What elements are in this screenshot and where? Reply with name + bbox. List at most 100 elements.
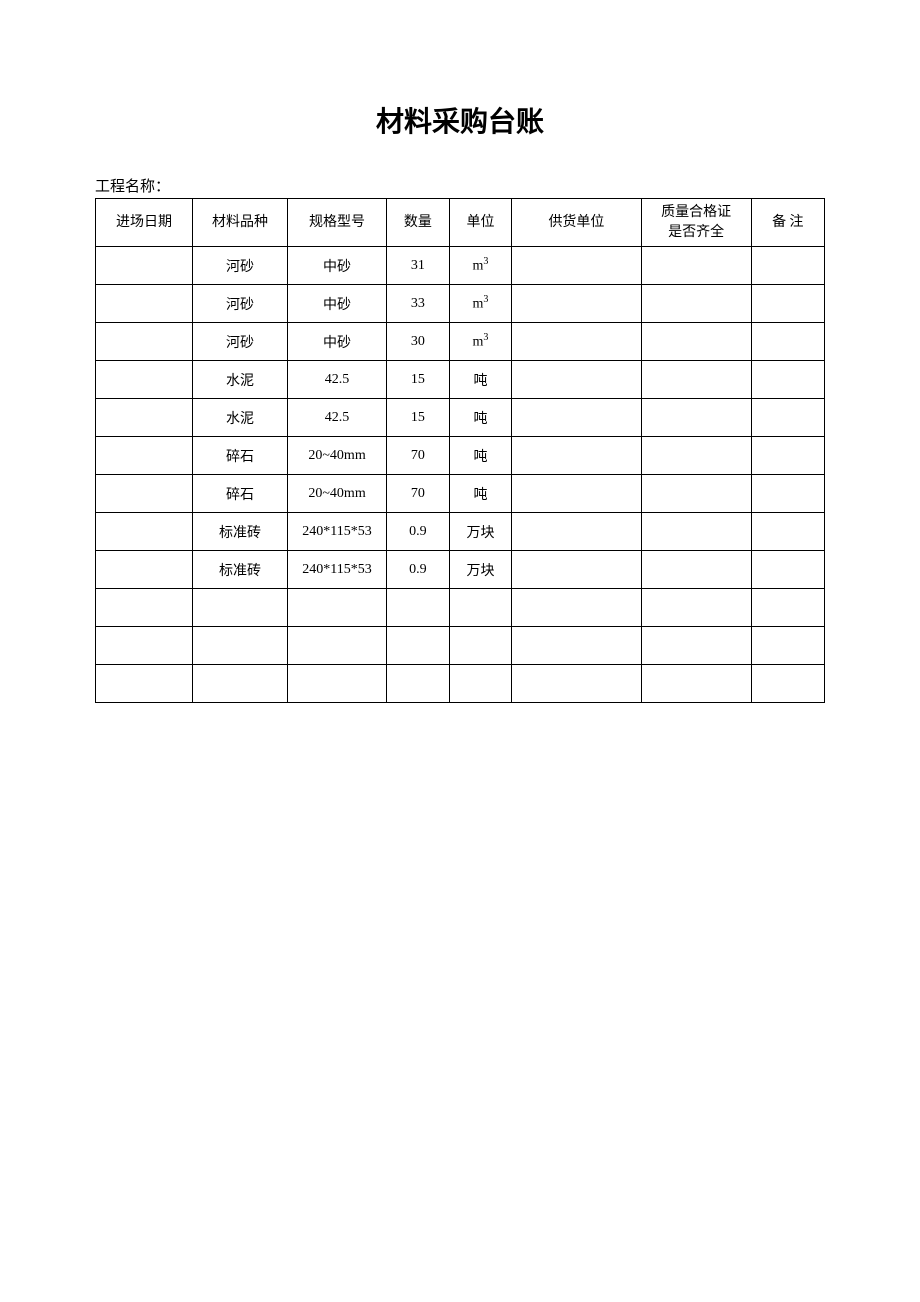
cell-supplier — [512, 399, 641, 437]
cell-cert — [641, 551, 751, 589]
cell-cert — [641, 285, 751, 323]
cell-date — [96, 323, 193, 361]
cell-spec: 20~40mm — [287, 475, 386, 513]
cell-qty: 15 — [387, 399, 450, 437]
table-row: 河砂中砂33m3 — [96, 285, 825, 323]
cell-date — [96, 361, 193, 399]
project-name-label: 工程名称： — [95, 175, 825, 196]
table-row: 碎石20~40mm70吨 — [96, 437, 825, 475]
table-row: 河砂中砂31m3 — [96, 247, 825, 285]
cell-qty: 70 — [387, 437, 450, 475]
cell-unit — [449, 627, 512, 665]
cell-qty — [387, 627, 450, 665]
cell-material: 标准砖 — [193, 551, 288, 589]
cell-cert — [641, 513, 751, 551]
col-header-qty: 数量 — [387, 199, 450, 247]
cell-cert — [641, 399, 751, 437]
cell-note — [751, 475, 824, 513]
cell-note — [751, 551, 824, 589]
cell-qty: 30 — [387, 323, 450, 361]
cell-material: 水泥 — [193, 399, 288, 437]
ledger-table: 进场日期 材料品种 规格型号 数量 单位 供货单位 质量合格证是否齐全 备 注 … — [95, 198, 825, 703]
cell-unit: 吨 — [449, 437, 512, 475]
cell-unit — [449, 589, 512, 627]
cell-spec: 中砂 — [287, 285, 386, 323]
cell-supplier — [512, 323, 641, 361]
col-header-spec: 规格型号 — [287, 199, 386, 247]
cell-qty: 33 — [387, 285, 450, 323]
cell-note — [751, 589, 824, 627]
cell-spec: 中砂 — [287, 323, 386, 361]
cell-supplier — [512, 665, 641, 703]
cell-supplier — [512, 627, 641, 665]
cell-unit: m3 — [449, 247, 512, 285]
cell-material: 标准砖 — [193, 513, 288, 551]
col-header-note: 备 注 — [751, 199, 824, 247]
cell-material: 河砂 — [193, 323, 288, 361]
cell-supplier — [512, 437, 641, 475]
cell-note — [751, 665, 824, 703]
col-header-date: 进场日期 — [96, 199, 193, 247]
table-row: 碎石20~40mm70吨 — [96, 475, 825, 513]
cell-material: 河砂 — [193, 285, 288, 323]
cell-date — [96, 285, 193, 323]
cell-spec: 240*115*53 — [287, 551, 386, 589]
cell-cert — [641, 475, 751, 513]
table-row: 标准砖240*115*530.9万块 — [96, 513, 825, 551]
cell-material: 水泥 — [193, 361, 288, 399]
cell-date — [96, 475, 193, 513]
cell-unit: m3 — [449, 285, 512, 323]
cell-cert — [641, 323, 751, 361]
table-row — [96, 627, 825, 665]
table-body: 河砂中砂31m3河砂中砂33m3河砂中砂30m3水泥42.515吨水泥42.51… — [96, 247, 825, 703]
cell-date — [96, 437, 193, 475]
cell-date — [96, 513, 193, 551]
cell-qty: 70 — [387, 475, 450, 513]
cell-unit: 吨 — [449, 361, 512, 399]
cell-note — [751, 513, 824, 551]
cell-unit: 万块 — [449, 551, 512, 589]
cell-material — [193, 665, 288, 703]
cell-supplier — [512, 475, 641, 513]
cell-qty: 0.9 — [387, 551, 450, 589]
page-title: 材料采购台账 — [95, 100, 825, 140]
cell-qty: 0.9 — [387, 513, 450, 551]
cell-supplier — [512, 551, 641, 589]
cell-qty — [387, 589, 450, 627]
cell-spec: 中砂 — [287, 247, 386, 285]
cell-material: 河砂 — [193, 247, 288, 285]
cell-supplier — [512, 513, 641, 551]
cell-qty — [387, 665, 450, 703]
table-row: 标准砖240*115*530.9万块 — [96, 551, 825, 589]
cell-note — [751, 399, 824, 437]
cell-date — [96, 399, 193, 437]
table-row: 水泥42.515吨 — [96, 361, 825, 399]
cell-unit: 万块 — [449, 513, 512, 551]
cell-cert — [641, 247, 751, 285]
table-row — [96, 665, 825, 703]
cell-cert — [641, 437, 751, 475]
cell-supplier — [512, 361, 641, 399]
cell-unit — [449, 665, 512, 703]
cell-date — [96, 665, 193, 703]
cell-spec: 20~40mm — [287, 437, 386, 475]
cell-spec: 42.5 — [287, 399, 386, 437]
table-row: 水泥42.515吨 — [96, 399, 825, 437]
cell-material — [193, 589, 288, 627]
cell-supplier — [512, 589, 641, 627]
cell-note — [751, 437, 824, 475]
table-row: 河砂中砂30m3 — [96, 323, 825, 361]
cell-date — [96, 247, 193, 285]
table-row — [96, 589, 825, 627]
cell-qty: 15 — [387, 361, 450, 399]
cell-note — [751, 285, 824, 323]
cell-date — [96, 627, 193, 665]
cell-material: 碎石 — [193, 475, 288, 513]
cell-material: 碎石 — [193, 437, 288, 475]
col-header-cert: 质量合格证是否齐全 — [641, 199, 751, 247]
cell-unit: 吨 — [449, 399, 512, 437]
cell-qty: 31 — [387, 247, 450, 285]
cell-spec — [287, 627, 386, 665]
cell-unit: 吨 — [449, 475, 512, 513]
cell-cert — [641, 589, 751, 627]
